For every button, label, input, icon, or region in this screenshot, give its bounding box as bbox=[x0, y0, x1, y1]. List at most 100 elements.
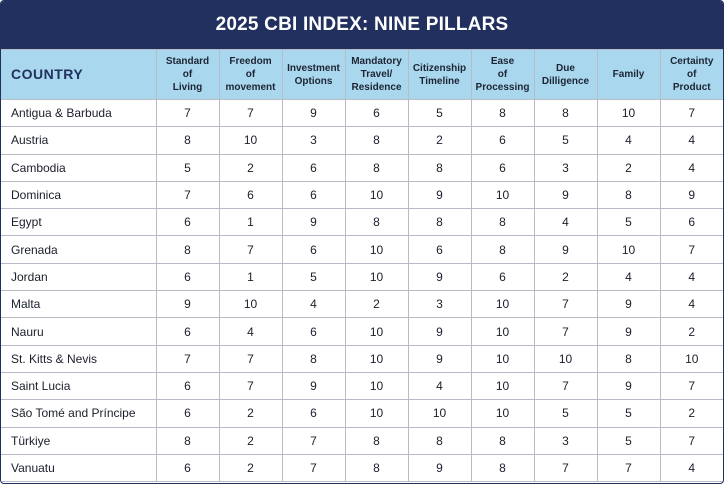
score-cell: 9 bbox=[533, 235, 598, 264]
score-cell: 6 bbox=[470, 262, 535, 292]
score-cell: 4 bbox=[659, 290, 723, 319]
country-cell: Malta bbox=[1, 290, 157, 319]
score-cell: 6 bbox=[281, 399, 346, 428]
score-cell: 10 bbox=[218, 126, 283, 155]
score-cell: 7 bbox=[533, 290, 598, 319]
score-cell: 8 bbox=[155, 235, 220, 264]
country-cell: Grenada bbox=[1, 235, 157, 264]
score-cell: 10 bbox=[470, 344, 535, 373]
score-cell: 4 bbox=[659, 453, 723, 483]
table-row: Antigua & Barbuda 7 7 9 6 5 8 8 10 7 bbox=[1, 98, 723, 128]
score-cell: 10 bbox=[596, 235, 661, 264]
score-cell: 10 bbox=[218, 290, 283, 319]
country-cell: Jordan bbox=[1, 262, 157, 292]
score-cell: 8 bbox=[407, 153, 472, 182]
score-cell: 10 bbox=[596, 98, 661, 128]
score-cell: 2 bbox=[218, 426, 283, 455]
score-cell: 9 bbox=[533, 180, 598, 210]
country-cell: São Tomé and Príncipe bbox=[1, 399, 157, 428]
score-cell: 9 bbox=[281, 98, 346, 128]
table-row: Egypt 6 1 9 8 8 8 4 5 6 bbox=[1, 208, 723, 237]
country-cell: Cambodia bbox=[1, 153, 157, 182]
score-cell: 2 bbox=[659, 399, 723, 428]
score-cell: 8 bbox=[281, 344, 346, 373]
country-cell: St. Kitts & Nevis bbox=[1, 344, 157, 373]
country-cell: Dominica bbox=[1, 180, 157, 210]
score-cell: 10 bbox=[344, 262, 409, 292]
score-cell: 4 bbox=[218, 317, 283, 346]
score-cell: 6 bbox=[470, 126, 535, 155]
table-row: St. Kitts & Nevis 7 7 8 10 9 10 10 8 10 bbox=[1, 344, 723, 373]
score-cell: 5 bbox=[155, 153, 220, 182]
score-cell: 8 bbox=[344, 208, 409, 237]
score-cell: 2 bbox=[659, 317, 723, 346]
cbi-table: COUNTRY Standard of Living Freedom of mo… bbox=[1, 49, 723, 483]
score-cell: 10 bbox=[470, 317, 535, 346]
score-cell: 7 bbox=[218, 344, 283, 373]
score-cell: 9 bbox=[596, 290, 661, 319]
score-cell: 7 bbox=[533, 317, 598, 346]
score-cell: 7 bbox=[155, 180, 220, 210]
score-cell: 3 bbox=[533, 153, 598, 182]
score-cell: 6 bbox=[218, 180, 283, 210]
score-cell: 8 bbox=[344, 126, 409, 155]
score-cell: 10 bbox=[533, 344, 598, 373]
score-cell: 8 bbox=[533, 98, 598, 128]
score-cell: 6 bbox=[155, 208, 220, 237]
score-cell: 2 bbox=[533, 262, 598, 292]
freedom-of-movement-header: Freedom of movement bbox=[218, 49, 283, 100]
country-cell: Saint Lucia bbox=[1, 371, 157, 401]
score-cell: 8 bbox=[470, 235, 535, 264]
score-cell: 10 bbox=[470, 399, 535, 428]
citizenship-timeline-header: Citizenship Timeline bbox=[407, 49, 472, 100]
table-row: São Tomé and Príncipe 6 2 6 10 10 10 5 5 2 bbox=[1, 399, 723, 428]
score-cell: 8 bbox=[596, 180, 661, 210]
score-cell: 4 bbox=[407, 371, 472, 401]
score-cell: 8 bbox=[470, 426, 535, 455]
score-cell: 7 bbox=[218, 235, 283, 264]
country-cell: Nauru bbox=[1, 317, 157, 346]
score-cell: 4 bbox=[659, 126, 723, 155]
table-title: 2025 CBI INDEX: NINE PILLARS bbox=[1, 1, 723, 49]
score-cell: 6 bbox=[155, 399, 220, 428]
score-cell: 7 bbox=[533, 453, 598, 483]
score-cell: 6 bbox=[155, 262, 220, 292]
score-cell: 9 bbox=[407, 453, 472, 483]
score-cell: 9 bbox=[155, 290, 220, 319]
score-cell: 9 bbox=[407, 317, 472, 346]
score-cell: 6 bbox=[344, 98, 409, 128]
score-cell: 6 bbox=[659, 208, 723, 237]
score-cell: 5 bbox=[281, 262, 346, 292]
score-cell: 10 bbox=[470, 180, 535, 210]
score-cell: 6 bbox=[407, 235, 472, 264]
score-cell: 8 bbox=[155, 126, 220, 155]
score-cell: 9 bbox=[407, 344, 472, 373]
score-cell: 6 bbox=[470, 153, 535, 182]
score-cell: 10 bbox=[470, 290, 535, 319]
score-cell: 8 bbox=[596, 344, 661, 373]
score-cell: 9 bbox=[596, 371, 661, 401]
score-cell: 10 bbox=[470, 371, 535, 401]
score-cell: 10 bbox=[344, 317, 409, 346]
score-cell: 4 bbox=[596, 262, 661, 292]
score-cell: 8 bbox=[407, 208, 472, 237]
score-cell: 6 bbox=[155, 317, 220, 346]
score-cell: 9 bbox=[281, 208, 346, 237]
score-cell: 3 bbox=[407, 290, 472, 319]
score-cell: 6 bbox=[281, 153, 346, 182]
table-row: Cambodia 5 2 6 8 8 6 3 2 4 bbox=[1, 153, 723, 182]
title-text: 2025 CBI INDEX: NINE PILLARS bbox=[215, 14, 509, 35]
score-cell: 7 bbox=[596, 453, 661, 483]
score-cell: 4 bbox=[281, 290, 346, 319]
score-cell: 8 bbox=[407, 426, 472, 455]
score-cell: 8 bbox=[344, 153, 409, 182]
score-cell: 9 bbox=[659, 180, 723, 210]
table-row: Nauru 6 4 6 10 9 10 7 9 2 bbox=[1, 317, 723, 346]
score-cell: 7 bbox=[155, 344, 220, 373]
score-cell: 7 bbox=[659, 235, 723, 264]
score-cell: 5 bbox=[407, 98, 472, 128]
score-cell: 8 bbox=[344, 453, 409, 483]
score-cell: 2 bbox=[218, 153, 283, 182]
score-cell: 4 bbox=[533, 208, 598, 237]
